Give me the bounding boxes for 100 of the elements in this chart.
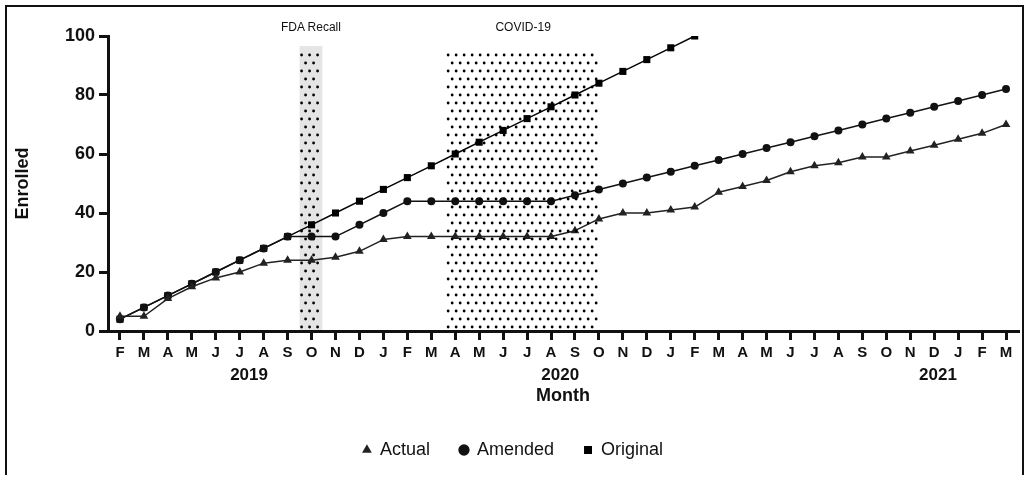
x-tick-label: A: [832, 343, 844, 361]
x-tick-label: S: [282, 343, 293, 361]
point: [978, 91, 987, 99]
x-axis-title: Month: [536, 385, 590, 406]
point: [905, 146, 915, 154]
x-tick-label: S: [857, 343, 868, 361]
point: [379, 209, 388, 217]
point: [307, 255, 316, 263]
point: [355, 220, 364, 229]
legend-label: Amended: [476, 438, 555, 459]
point: [595, 79, 603, 87]
point: [762, 144, 771, 153]
point: [331, 252, 340, 260]
point: [834, 157, 843, 166]
x-tick-label: M: [712, 343, 725, 361]
x-tick-label: J: [235, 343, 244, 361]
point: [308, 221, 316, 229]
x-tick-label: S: [569, 343, 580, 361]
x-tick-label: O: [880, 343, 893, 361]
point: [331, 232, 340, 241]
point: [666, 205, 676, 213]
x-tick-label: D: [641, 343, 653, 361]
x-tick-label: F: [690, 343, 700, 361]
y-tick-label: 80: [74, 83, 95, 104]
x-tick-label: J: [666, 343, 675, 361]
point: [498, 231, 508, 240]
point: [882, 114, 891, 123]
point: [786, 166, 795, 175]
point: [474, 231, 484, 240]
x-tick-label: A: [737, 343, 749, 361]
point: [426, 231, 436, 240]
point: [618, 179, 627, 188]
point: [523, 197, 532, 206]
y-axis-title: Enrolled: [11, 147, 32, 220]
point: [929, 140, 939, 148]
point: [858, 120, 867, 129]
point: [403, 174, 411, 182]
point: [690, 202, 700, 210]
point: [953, 134, 963, 142]
x-tick-label: J: [379, 343, 388, 361]
x-tick-label: A: [449, 343, 461, 361]
text: 2021: [919, 364, 957, 384]
y-tick-label: 40: [74, 201, 95, 222]
point: [643, 56, 651, 64]
x-tick-label: M: [185, 343, 199, 361]
point: [930, 102, 939, 111]
point: [619, 67, 627, 75]
y-tick-label: 60: [74, 142, 95, 163]
point: [475, 197, 484, 206]
x-tick-label: A: [162, 343, 174, 361]
x-tick-label: J: [211, 343, 220, 361]
point: [379, 234, 388, 243]
point: [954, 96, 963, 105]
x-tick-label: F: [115, 343, 125, 361]
point: [283, 255, 292, 263]
point: [762, 175, 771, 184]
y-tick-label: 100: [64, 24, 95, 45]
point: [738, 181, 747, 189]
x-tick-label: O: [593, 343, 606, 361]
x-tick-label: F: [977, 343, 987, 361]
point: [570, 191, 579, 200]
x-tick-label: A: [545, 343, 557, 361]
point: [714, 155, 723, 164]
band-label: FDA Recall: [280, 20, 341, 35]
point: [594, 213, 604, 222]
point: [499, 126, 507, 134]
point: [977, 128, 987, 136]
text: 2019: [230, 364, 268, 384]
point: [881, 151, 891, 160]
x-tick-label: M: [472, 343, 486, 361]
point: [522, 231, 532, 240]
point: [810, 132, 819, 141]
point: [427, 162, 435, 170]
x-tick-label: A: [258, 343, 270, 361]
x-tick-label: J: [522, 343, 532, 361]
point: [115, 311, 125, 319]
point: [450, 231, 460, 240]
x-tick-label: J: [498, 343, 508, 361]
point: [259, 258, 268, 266]
point: [499, 197, 508, 206]
point: [858, 151, 867, 160]
x-tick-label: D: [928, 343, 940, 361]
x-tick-label: M: [137, 343, 151, 361]
point: [738, 150, 747, 158]
point: [546, 231, 556, 240]
point: [451, 150, 459, 158]
y-tick-label: 0: [84, 319, 95, 340]
point: [594, 185, 603, 194]
x-tick-label: J: [953, 343, 963, 361]
point: [451, 197, 460, 206]
x-tick-label: N: [617, 343, 629, 361]
x-tick-label: D: [354, 343, 366, 361]
point: [1001, 119, 1011, 127]
point: [618, 208, 628, 216]
point: [667, 44, 675, 52]
x-tick-label: M: [425, 343, 438, 361]
point: [666, 167, 675, 176]
point: [403, 231, 412, 240]
point: [690, 161, 699, 170]
point: [547, 197, 556, 206]
